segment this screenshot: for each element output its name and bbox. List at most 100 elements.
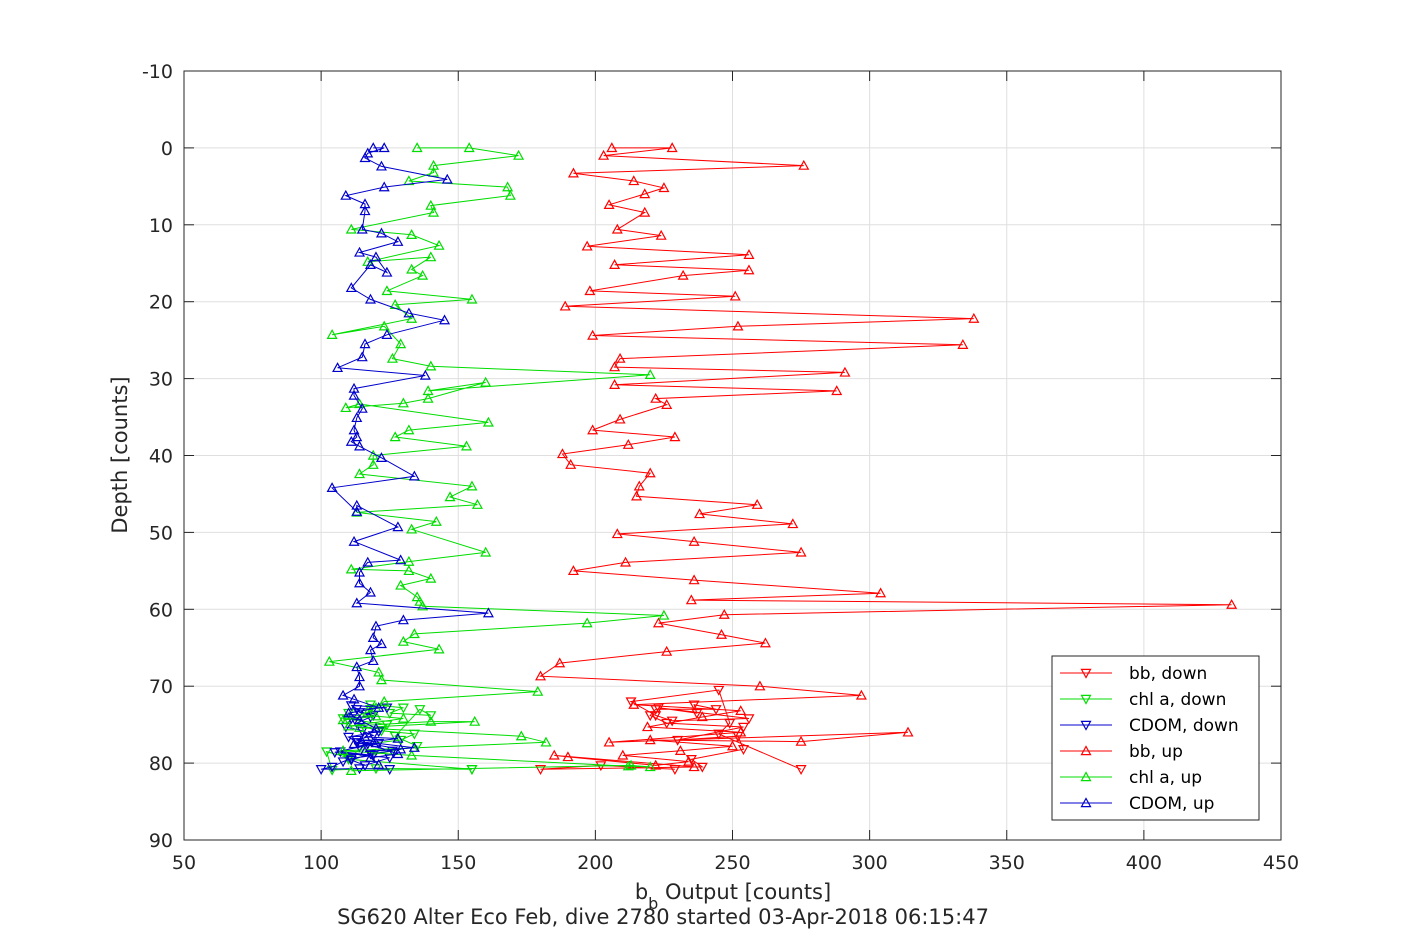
data-point <box>340 402 352 413</box>
legend-marker <box>1080 720 1092 731</box>
data-point <box>430 515 442 526</box>
data-point <box>381 266 393 277</box>
data-point <box>406 312 418 323</box>
data-point <box>389 731 401 742</box>
data-point <box>504 189 516 200</box>
data-point <box>644 734 656 745</box>
data-point <box>411 741 423 752</box>
data-point <box>957 339 969 349</box>
data-point <box>625 759 637 770</box>
data-point <box>343 732 355 743</box>
data-point <box>367 458 379 469</box>
data-point <box>408 470 420 481</box>
data-point <box>422 392 434 403</box>
legend-marker <box>1080 745 1092 756</box>
legend: bb, down chl a, down CDOM, down bb, up chl a… <box>1051 655 1260 821</box>
data-point <box>614 352 626 363</box>
x-tick-label: 400 <box>1126 852 1162 874</box>
data-point <box>345 282 357 293</box>
data-point <box>609 379 621 389</box>
data-point <box>502 181 514 192</box>
data-point <box>364 749 377 760</box>
x-axis-label-rest: Output [counts] <box>658 880 831 904</box>
data-point <box>392 732 404 743</box>
data-point <box>397 703 409 714</box>
data-point <box>554 657 566 668</box>
data-point <box>375 726 387 737</box>
legend-entry: bb, up <box>1060 742 1183 762</box>
data-point <box>408 628 420 639</box>
data-point <box>364 259 377 269</box>
data-point <box>417 269 429 280</box>
data-point <box>403 307 415 318</box>
data-point <box>406 229 418 239</box>
data-point <box>441 173 453 184</box>
data-point <box>370 722 382 733</box>
data-point <box>414 595 426 606</box>
data-point <box>392 748 404 759</box>
data-point <box>633 480 645 491</box>
data-point <box>425 251 437 262</box>
data-point <box>650 392 662 403</box>
data-point <box>718 608 730 619</box>
data-point <box>375 160 387 171</box>
data-point <box>356 402 368 413</box>
data-point <box>532 685 544 696</box>
data-point <box>535 765 547 775</box>
data-point <box>351 412 363 423</box>
x-tick-label: 250 <box>714 852 750 874</box>
data-point <box>354 577 366 588</box>
y-tick-label: 30 <box>149 369 173 391</box>
legend-entry: CDOM, down <box>1060 716 1239 736</box>
data-point <box>326 482 338 492</box>
data-point <box>351 705 363 716</box>
data-point <box>968 312 980 323</box>
data-point <box>732 320 744 331</box>
legend-marker <box>1080 694 1092 705</box>
data-point <box>359 761 371 772</box>
data-point <box>743 264 755 275</box>
data-point <box>411 591 423 602</box>
data-point <box>378 142 390 153</box>
data-point <box>688 535 700 546</box>
data-point <box>337 714 349 725</box>
data-point <box>345 754 357 765</box>
data-point <box>345 563 357 574</box>
data-point <box>639 206 651 217</box>
data-point <box>381 285 393 296</box>
data-point <box>444 491 456 502</box>
data-point <box>343 707 355 718</box>
legend-entry: chl a, down <box>1060 690 1226 710</box>
data-point <box>743 249 755 259</box>
data-point <box>351 661 363 672</box>
data-point <box>337 757 349 768</box>
data-point <box>694 508 706 519</box>
data-point <box>408 741 420 752</box>
data-point <box>351 597 363 608</box>
data-point <box>395 735 407 746</box>
data-point <box>751 498 763 509</box>
data-point <box>425 711 437 722</box>
data-point <box>392 235 404 246</box>
data-point <box>425 715 437 726</box>
data-point <box>364 586 377 597</box>
series-cdom-up <box>326 142 494 769</box>
x-tick-label: 450 <box>1263 852 1299 874</box>
data-point <box>795 735 807 746</box>
data-point <box>389 431 401 442</box>
data-point <box>691 708 703 719</box>
data-point <box>354 721 366 732</box>
data-point <box>351 499 363 510</box>
x-tick-label: 150 <box>440 852 476 874</box>
data-point <box>351 431 363 442</box>
data-point <box>716 628 728 639</box>
data-point <box>466 293 478 304</box>
data-point <box>674 745 686 755</box>
data-point <box>855 689 867 700</box>
data-point <box>406 263 418 274</box>
data-point <box>540 736 552 747</box>
data-point <box>641 721 654 732</box>
data-point <box>743 714 755 725</box>
data-point <box>603 199 615 210</box>
x-tick-label: 100 <box>303 852 339 874</box>
